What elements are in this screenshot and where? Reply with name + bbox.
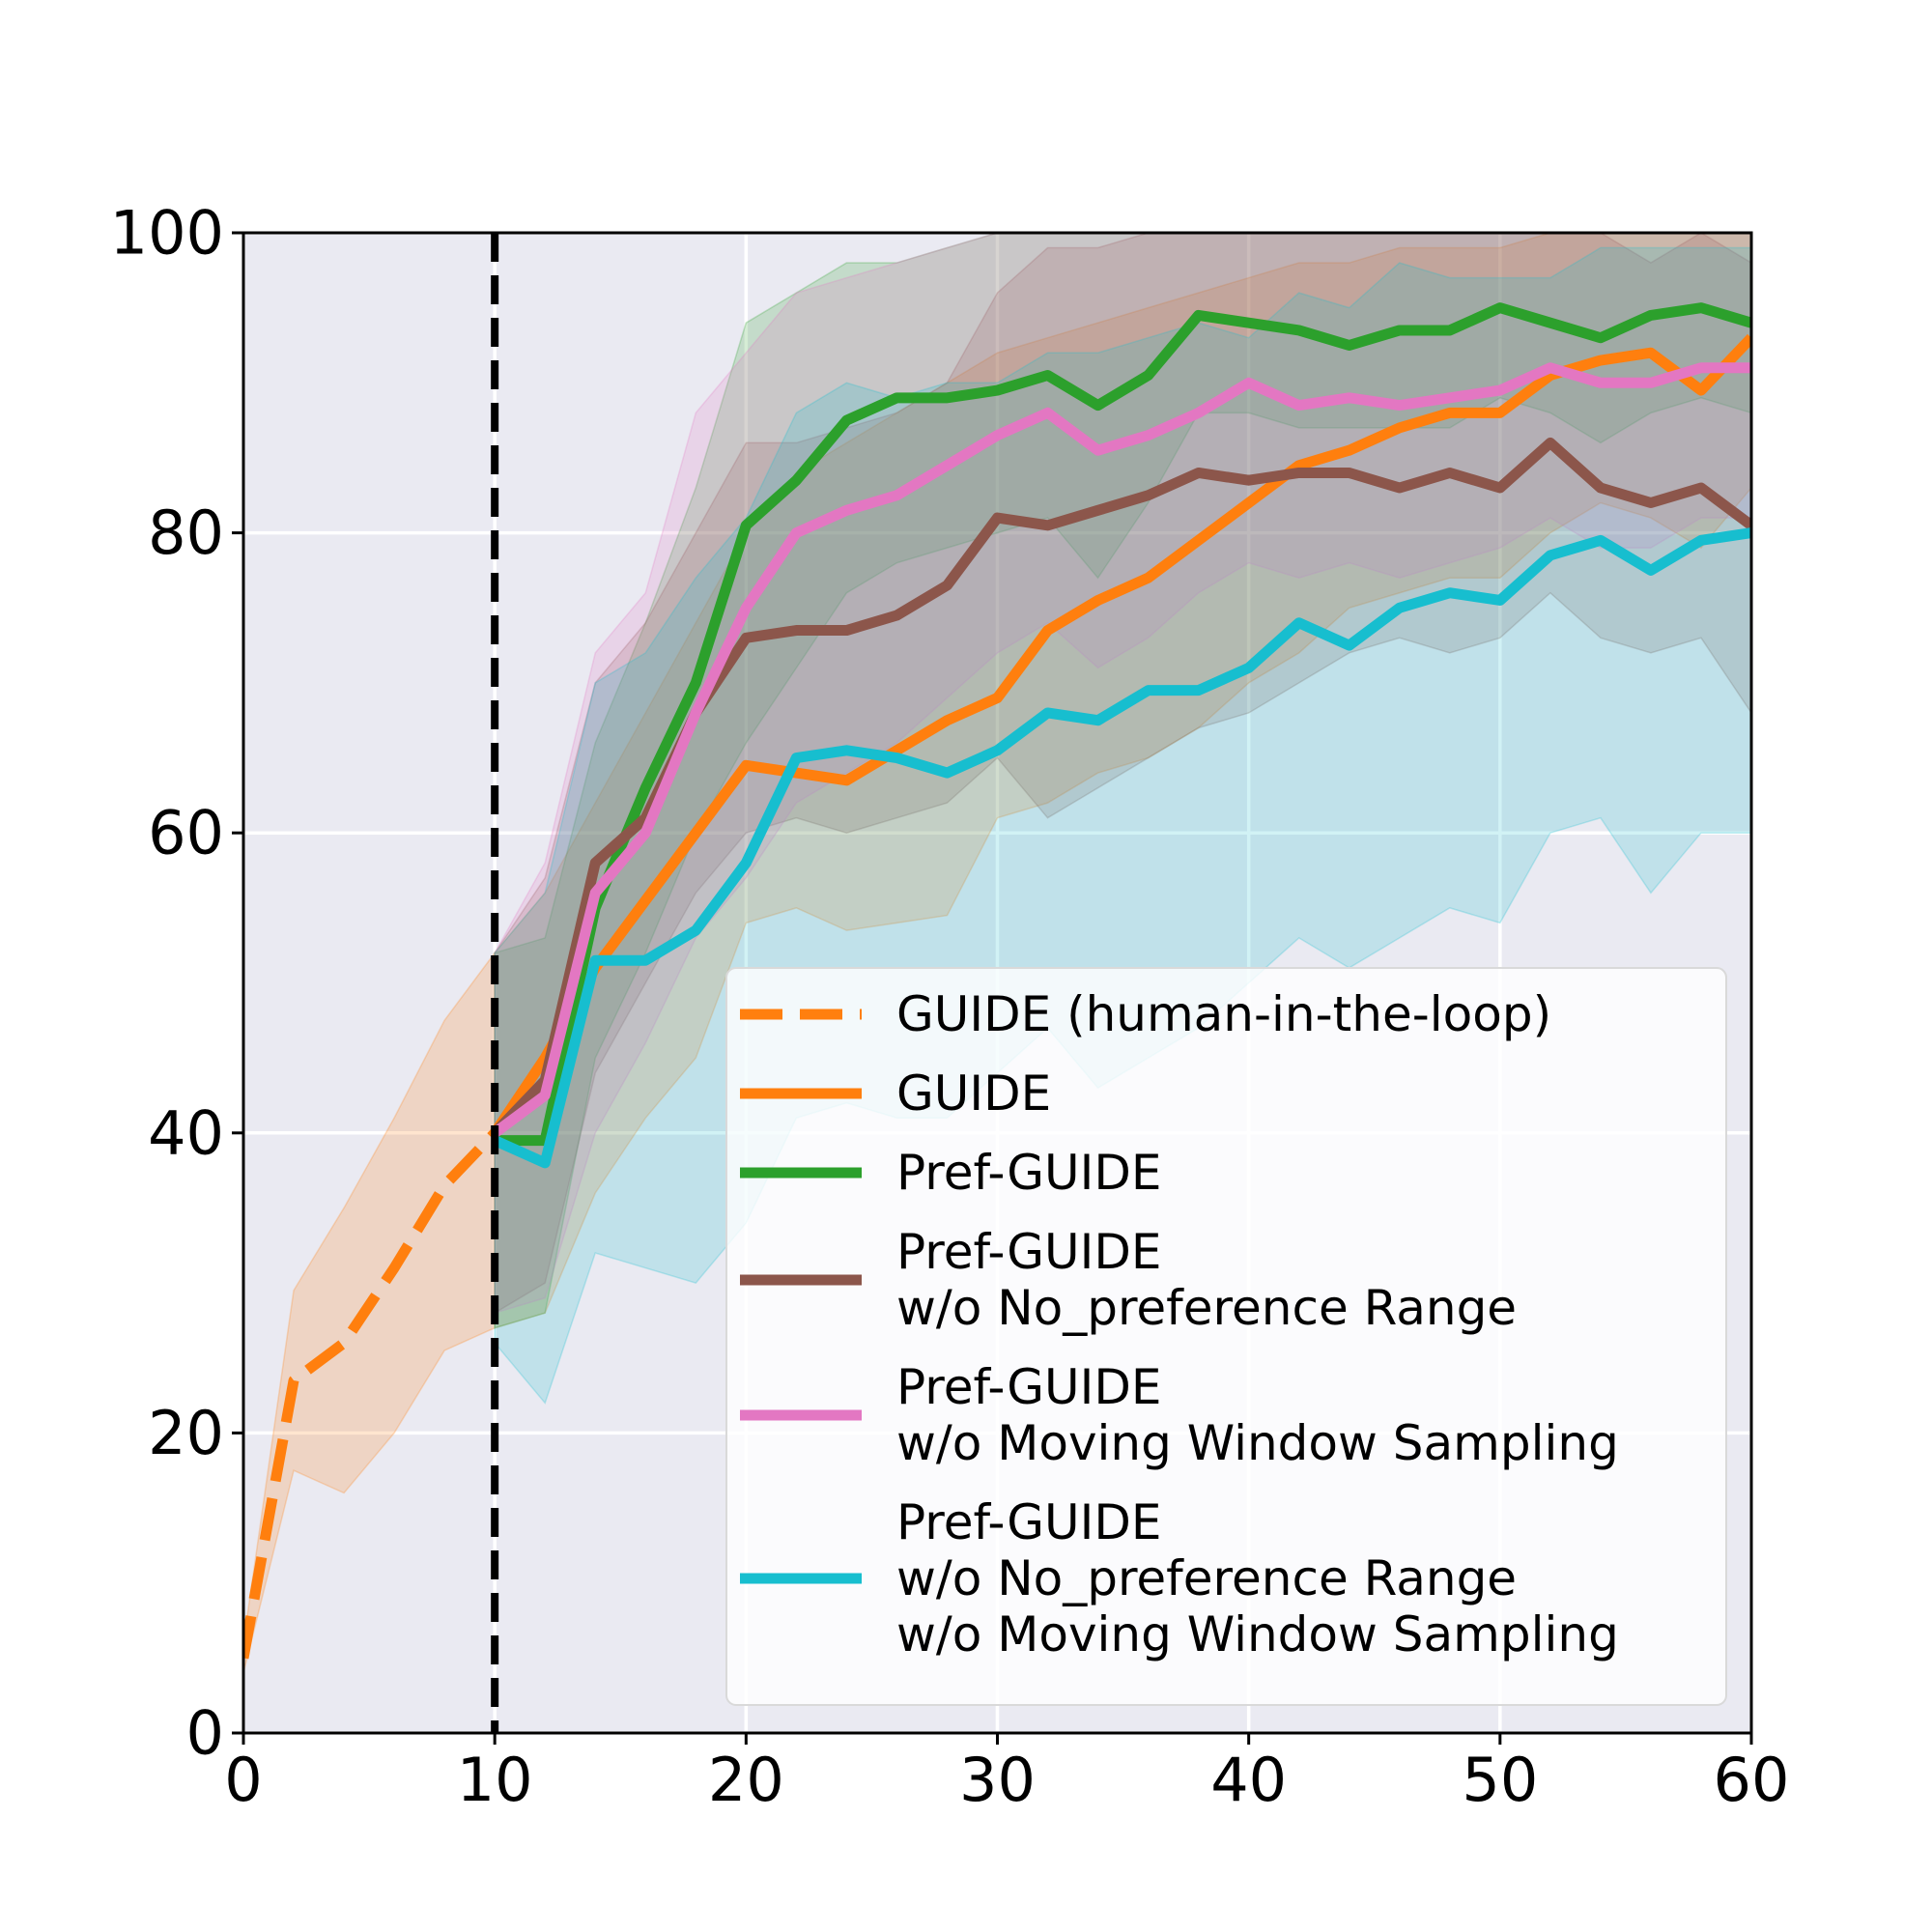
line-pref-guide: [495, 302, 1751, 1147]
legend-box: [725, 967, 1727, 1706]
x-tick-label: 60: [1714, 1745, 1790, 1815]
line-guide-human-in-the-loop: [243, 1128, 499, 1660]
axis-ticks: 0 10 20 30 40 50 60 0 20 40 60 80 100: [110, 198, 1790, 1816]
legend-label: Pref-GUIDE: [896, 1359, 1161, 1415]
y-tick-label: 20: [148, 1398, 224, 1468]
legend-label: Pref-GUIDE: [896, 1494, 1161, 1550]
band-pref-guide: [494, 233, 1751, 1329]
legend-label: w/o No_preference Range: [896, 1550, 1517, 1606]
x-tick-label: 20: [708, 1745, 784, 1815]
legend-label: GUIDE (human-in-the-loop): [896, 986, 1551, 1042]
line-pref-guide-w-o-moving-window-sampling: [491, 362, 1751, 1138]
x-tick-label: 10: [457, 1745, 533, 1815]
legend-label: Pref-GUIDE: [896, 1224, 1161, 1280]
x-tick-label: 40: [1210, 1745, 1287, 1815]
series-lines: [243, 302, 1751, 1660]
line-guide: [490, 333, 1751, 1136]
x-tick-label: 50: [1462, 1745, 1538, 1815]
line-pref-guide-w-o-no-preference-range-w-o-moving-window-sampling: [492, 527, 1751, 1169]
y-tick-label: 60: [148, 798, 224, 868]
x-tick-label: 0: [224, 1745, 262, 1815]
x-tick-label: 30: [959, 1745, 1036, 1815]
y-tick-label: 40: [148, 1097, 224, 1168]
legend-label: w/o Moving Window Sampling: [896, 1606, 1619, 1662]
legend-label: w/o No_preference Range: [896, 1280, 1517, 1336]
y-tick-label: 100: [110, 198, 224, 269]
legend: GUIDE (human-in-the-loop) GUIDE Pref-GUIDE…: [725, 967, 1727, 1706]
y-tick-label: 80: [148, 497, 224, 568]
y-tick-label: 0: [186, 1698, 224, 1769]
legend-label: Pref-GUIDE: [896, 1145, 1161, 1201]
legend-label: GUIDE: [896, 1065, 1051, 1122]
confidence-bands: [243, 233, 1751, 1674]
legend-label: w/o Moving Window Sampling: [896, 1415, 1619, 1471]
